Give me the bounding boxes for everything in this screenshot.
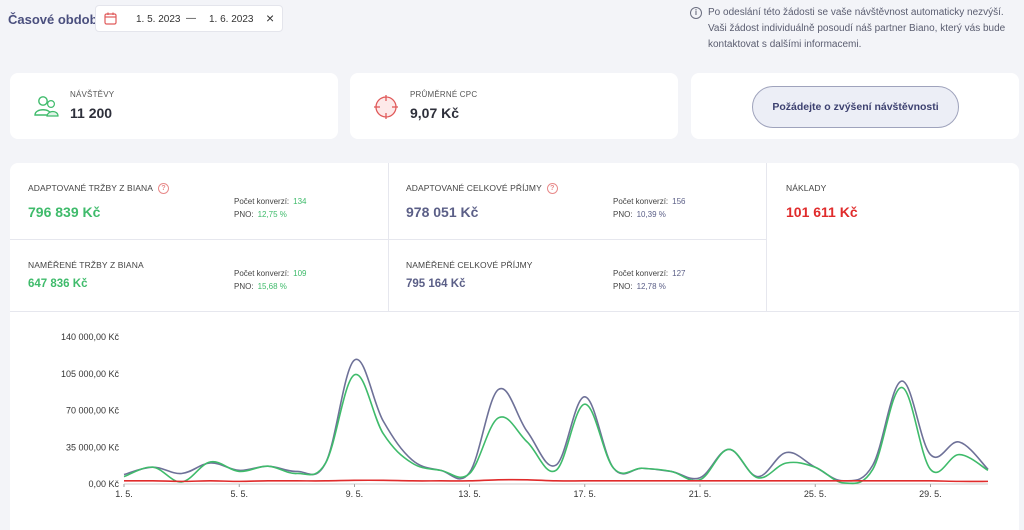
calendar-icon <box>104 12 117 25</box>
x-tick-label: 5. 5. <box>230 489 248 499</box>
y-tick-label: 70 000,00 Kč <box>66 406 120 416</box>
visits-value: 11 200 <box>70 105 113 121</box>
users-icon <box>34 96 59 117</box>
adapted-total-label: ADAPTOVANÉ CELKOVÉ PŘÍJMY? <box>406 183 558 195</box>
x-tick-label: 17. 5. <box>574 489 597 499</box>
series-line-2 <box>123 478 989 483</box>
cpc-value: 9,07 Kč <box>410 105 460 121</box>
adapted-total-details: Počet konverzí: 156 PNO: 10,39 % <box>613 197 686 219</box>
costs-label: NÁKLADY <box>786 183 827 193</box>
measured-biano-label: NAMĚŘENÉ TRŽBY Z BIANA <box>28 260 144 270</box>
visits-card: NÁVŠTĚVY 11 200 <box>10 73 338 139</box>
y-tick-label: 35 000,00 Kč <box>66 442 120 452</box>
adapted-biano-value: 796 839 Kč <box>28 204 101 220</box>
y-tick-label: 0,00 Kč <box>88 479 119 489</box>
cta-card: Požádejte o zvýšení návštěvnosti <box>691 73 1019 139</box>
x-tick-label: 29. 5. <box>919 489 942 499</box>
target-icon <box>374 95 398 119</box>
adapted-biano-details: Počet konverzí: 134 PNO: 12,75 % <box>234 197 307 219</box>
series-line-1 <box>123 373 989 485</box>
x-tick-label: 9. 5. <box>346 489 364 499</box>
help-icon[interactable]: ? <box>546 183 558 195</box>
measured-total-details: Počet konverzí: 127 PNO: 12,78 % <box>613 269 686 291</box>
measured-total-label: NAMĚŘENÉ CELKOVÉ PŘÍJMY <box>406 260 533 270</box>
costs-value: 101 611 Kč <box>786 204 858 220</box>
cpc-card: PRŮMĚRNÉ CPC 9,07 Kč <box>350 73 678 139</box>
date-separator: — <box>186 13 196 24</box>
clear-date-button[interactable]: × <box>266 10 275 26</box>
y-tick-label: 105 000,00 Kč <box>61 369 120 379</box>
cpc-label: PRŮMĚRNÉ CPC <box>410 90 478 99</box>
y-tick-label: 140 000,00 Kč <box>61 332 120 342</box>
x-tick-label: 25. 5. <box>804 489 827 499</box>
adapted-biano-label: ADAPTOVANÉ TRŽBY Z BIANA? <box>28 183 170 195</box>
date-to[interactable]: 1. 6. 2023 <box>209 14 254 25</box>
x-tick-label: 13. 5. <box>458 489 481 499</box>
request-traffic-button[interactable]: Požádejte o zvýšení návštěvnosti <box>752 86 959 128</box>
x-tick-label: 1. 5. <box>115 489 133 499</box>
help-icon[interactable]: ? <box>158 183 170 195</box>
measured-biano-value: 647 836 Kč <box>28 278 88 290</box>
date-from[interactable]: 1. 5. 2023 <box>136 14 181 25</box>
revenue-panel: ADAPTOVANÉ TRŽBY Z BIANA? 796 839 Kč Poč… <box>10 163 1019 530</box>
info-text: Po odeslání této žádosti se vaše návštěv… <box>708 7 1006 50</box>
series-line-0 <box>123 358 989 482</box>
x-tick-label: 21. 5. <box>689 489 712 499</box>
adapted-total-value: 978 051 Kč <box>406 204 479 220</box>
visits-label: NÁVŠTĚVY <box>70 90 115 99</box>
period-label: Časové období <box>8 12 102 27</box>
measured-biano-details: Počet konverzí: 109 PNO: 15,68 % <box>234 269 307 291</box>
date-range-picker[interactable]: 1. 5. 2023 — 1. 6. 2023 × <box>95 5 283 32</box>
measured-total-value: 795 164 Kč <box>406 278 466 290</box>
info-icon: i <box>690 7 702 19</box>
